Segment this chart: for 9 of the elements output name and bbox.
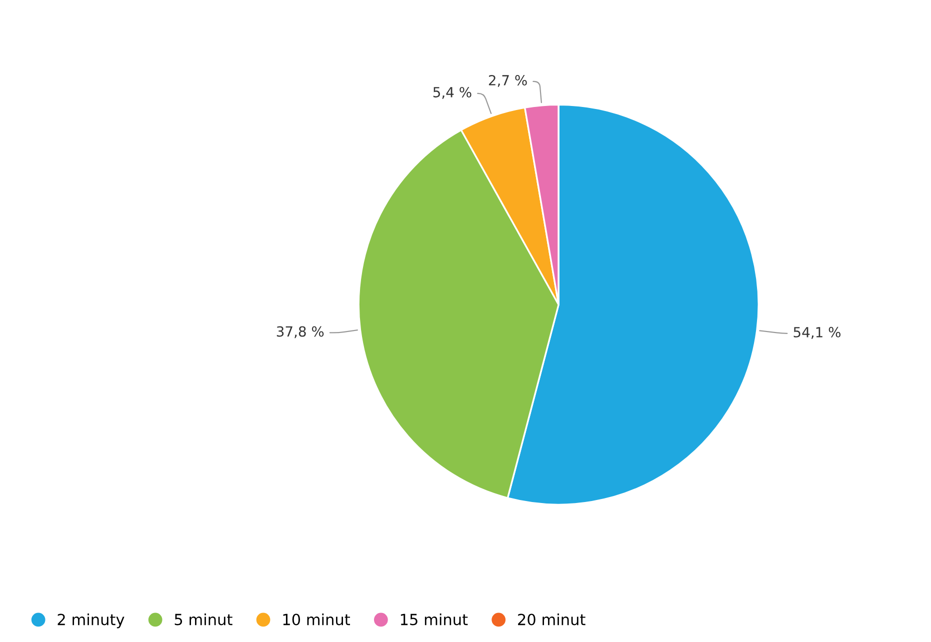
data-label: 2,7 % — [488, 74, 527, 87]
data-label: 37,8 % — [276, 326, 324, 338]
legend-label: 2 minuty — [58, 613, 124, 628]
legend-label: 5 minut — [174, 613, 232, 626]
data-label: 54,1 % — [794, 326, 840, 339]
legend-label: 10 minut — [283, 613, 350, 626]
legend-label: 15 minut — [400, 613, 468, 626]
legend-label: 20 minut — [518, 613, 586, 626]
data-label: 5,4 % — [433, 86, 472, 99]
